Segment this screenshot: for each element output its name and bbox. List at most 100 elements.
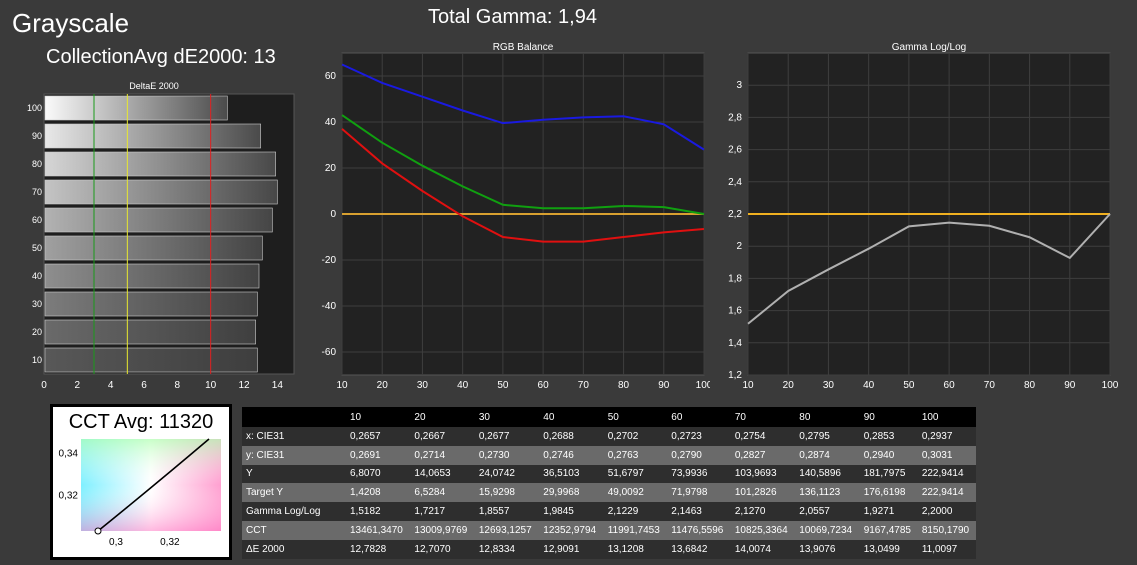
gamma-x-tick: 10: [742, 380, 754, 391]
rgb-series-line: [341, 128, 705, 243]
table-cell: 0,2827: [734, 449, 766, 461]
table-cell: 1,5182: [350, 506, 381, 518]
table-cell: 13461,3470: [350, 524, 403, 536]
table-cell: 14,0074: [734, 543, 771, 555]
rgb-x-tick: 80: [618, 380, 630, 391]
rgb-x-tick: 30: [417, 380, 429, 391]
deltae-x-tick: 12: [238, 380, 250, 391]
table-row-label: x: CIE31: [246, 430, 285, 442]
table-row: Y 6,8070 14,0653 24,0742 36,5103 51,6797 73,99…: [242, 464, 976, 484]
table-cell: 0,2691: [350, 449, 381, 461]
table-cell: 12,7828: [350, 543, 387, 555]
table-header-cell: 80: [799, 411, 811, 423]
rgb-x-tick: 100: [696, 380, 710, 391]
deltae-category-label: 90: [32, 131, 42, 141]
table-cell: 71,9798: [671, 487, 708, 499]
deltae-category-label: 40: [32, 271, 42, 281]
table-cell: 0,2723: [671, 430, 702, 442]
rgb-x-tick: 20: [377, 380, 389, 391]
rgb-x-tick: 40: [457, 380, 469, 391]
table-cell: 103,9693: [734, 468, 777, 480]
table-cell: 15,9298: [478, 487, 515, 499]
table-cell: 2,1270: [734, 506, 766, 518]
table-cell: 2,1229: [607, 506, 639, 518]
table-row-label: Y: [246, 468, 253, 480]
total-gamma-label: Total Gamma: 1,94: [428, 6, 597, 28]
table-cell: 13,9076: [799, 543, 836, 555]
gamma-y-tick: 2,4: [728, 177, 742, 188]
table-cell: 13009,9769: [414, 524, 468, 536]
deltae-bar: [44, 347, 258, 373]
table-cell: 0,2790: [671, 449, 702, 461]
cie-x-tick: 0,32: [160, 537, 180, 548]
table-header-cell: 60: [671, 411, 683, 423]
table-cell: 136,1123: [799, 487, 841, 499]
gamma-y-tick: 1,8: [728, 273, 742, 284]
table-cell: 2,2000: [921, 506, 953, 518]
table-row-label: ΔE 2000: [246, 543, 285, 555]
table-cell: 1,8557: [478, 506, 510, 518]
rgb-title: RGB Balance: [493, 42, 554, 53]
table-header-cell: 100: [921, 411, 939, 423]
gamma-y-tick: 3: [736, 80, 742, 91]
table-cell: 29,9968: [543, 487, 580, 499]
rgb-x-tick: 50: [497, 380, 509, 391]
rgb-y-tick: 0: [330, 209, 336, 220]
table-cell: 73,9936: [671, 468, 708, 480]
measurement-table: 10 20 30 40 50 60 70 80 90 100 x: CIE31 0,2657 0,26…: [242, 407, 976, 559]
cie-x-tick: 0,3: [109, 537, 123, 548]
rgb-x-tick: 90: [658, 380, 670, 391]
table-cell: 0,2677: [478, 430, 510, 442]
deltae-x-tick: 4: [108, 380, 114, 391]
table-header-row: 10 20 30 40 50 60 70 80 90 100: [242, 407, 976, 427]
cie-color-field-overlay: [81, 439, 221, 531]
deltae-bar: [44, 263, 260, 289]
white-point-marker: [94, 527, 102, 535]
table-cell: 2,1463: [671, 506, 702, 518]
table-cell: 0,2754: [734, 430, 766, 442]
table-header-cell: [242, 407, 346, 427]
rgb-y-tick: 40: [325, 117, 337, 128]
deltae-x-tick: 6: [141, 380, 147, 391]
table-row: CCT 13461,3470 13009,9769 12693,1257 12352,9…: [242, 520, 976, 540]
table-cell: 11991,7453: [607, 524, 660, 536]
table-cell: 0,2746: [543, 449, 574, 461]
gamma-x-tick: 20: [783, 380, 795, 391]
gamma-x-tick: 50: [903, 380, 915, 391]
table-cell: 11,0097: [921, 543, 958, 555]
cie-y-tick: 0,32: [59, 490, 79, 501]
table-cell: 0,2853: [863, 430, 895, 442]
gamma-y-tick: 2,8: [728, 112, 742, 123]
table-header-cell: 70: [734, 411, 746, 423]
deltae-x-tick: 8: [175, 380, 181, 391]
rgb-y-tick: -20: [322, 255, 337, 266]
gamma-x-tick: 80: [1024, 380, 1036, 391]
table-header-cell: 90: [863, 411, 875, 423]
gamma-y-tick: 2: [736, 241, 742, 252]
gamma-x-tick: 60: [944, 380, 956, 391]
table-row: Gamma Log/Log 1,5182 1,7217 1,8557 1,9845 2,1…: [242, 502, 976, 521]
gamma-series-line: [747, 213, 1111, 325]
deltae-bar: [44, 179, 278, 205]
table-cell: 176,6198: [863, 487, 906, 499]
table-cell: 10825,3364: [734, 524, 788, 536]
rgb-series-line: [341, 63, 705, 151]
table-cell: 1,7217: [414, 506, 446, 518]
table-row-label: Target Y: [246, 487, 284, 499]
table-cell: 0,2763: [607, 449, 639, 461]
gamma-log-chart: Gamma Log/Log 10 20 30 40 50 60 70 80 90 100 3 2,8 2,…: [728, 42, 1119, 391]
table-cell: 0,2940: [863, 449, 895, 461]
gamma-y-tick: 2,2: [728, 209, 742, 220]
cie-y-tick: 0,34: [59, 449, 79, 460]
table-header-cell: 20: [414, 411, 426, 423]
gamma-x-tick: 90: [1064, 380, 1076, 391]
rgb-y-tick: 20: [325, 163, 337, 174]
gamma-x-tick: 100: [1102, 380, 1119, 391]
table-cell: 51,6797: [607, 468, 644, 480]
table-cell: 11476,5596: [671, 524, 724, 536]
rgb-series-line: [341, 114, 705, 215]
table-cell: 222,9414: [921, 468, 964, 480]
deltae-category-label: 60: [32, 215, 42, 225]
table-cell: 14,0653: [414, 468, 451, 480]
gamma-y-tick: 1,4: [728, 338, 742, 349]
